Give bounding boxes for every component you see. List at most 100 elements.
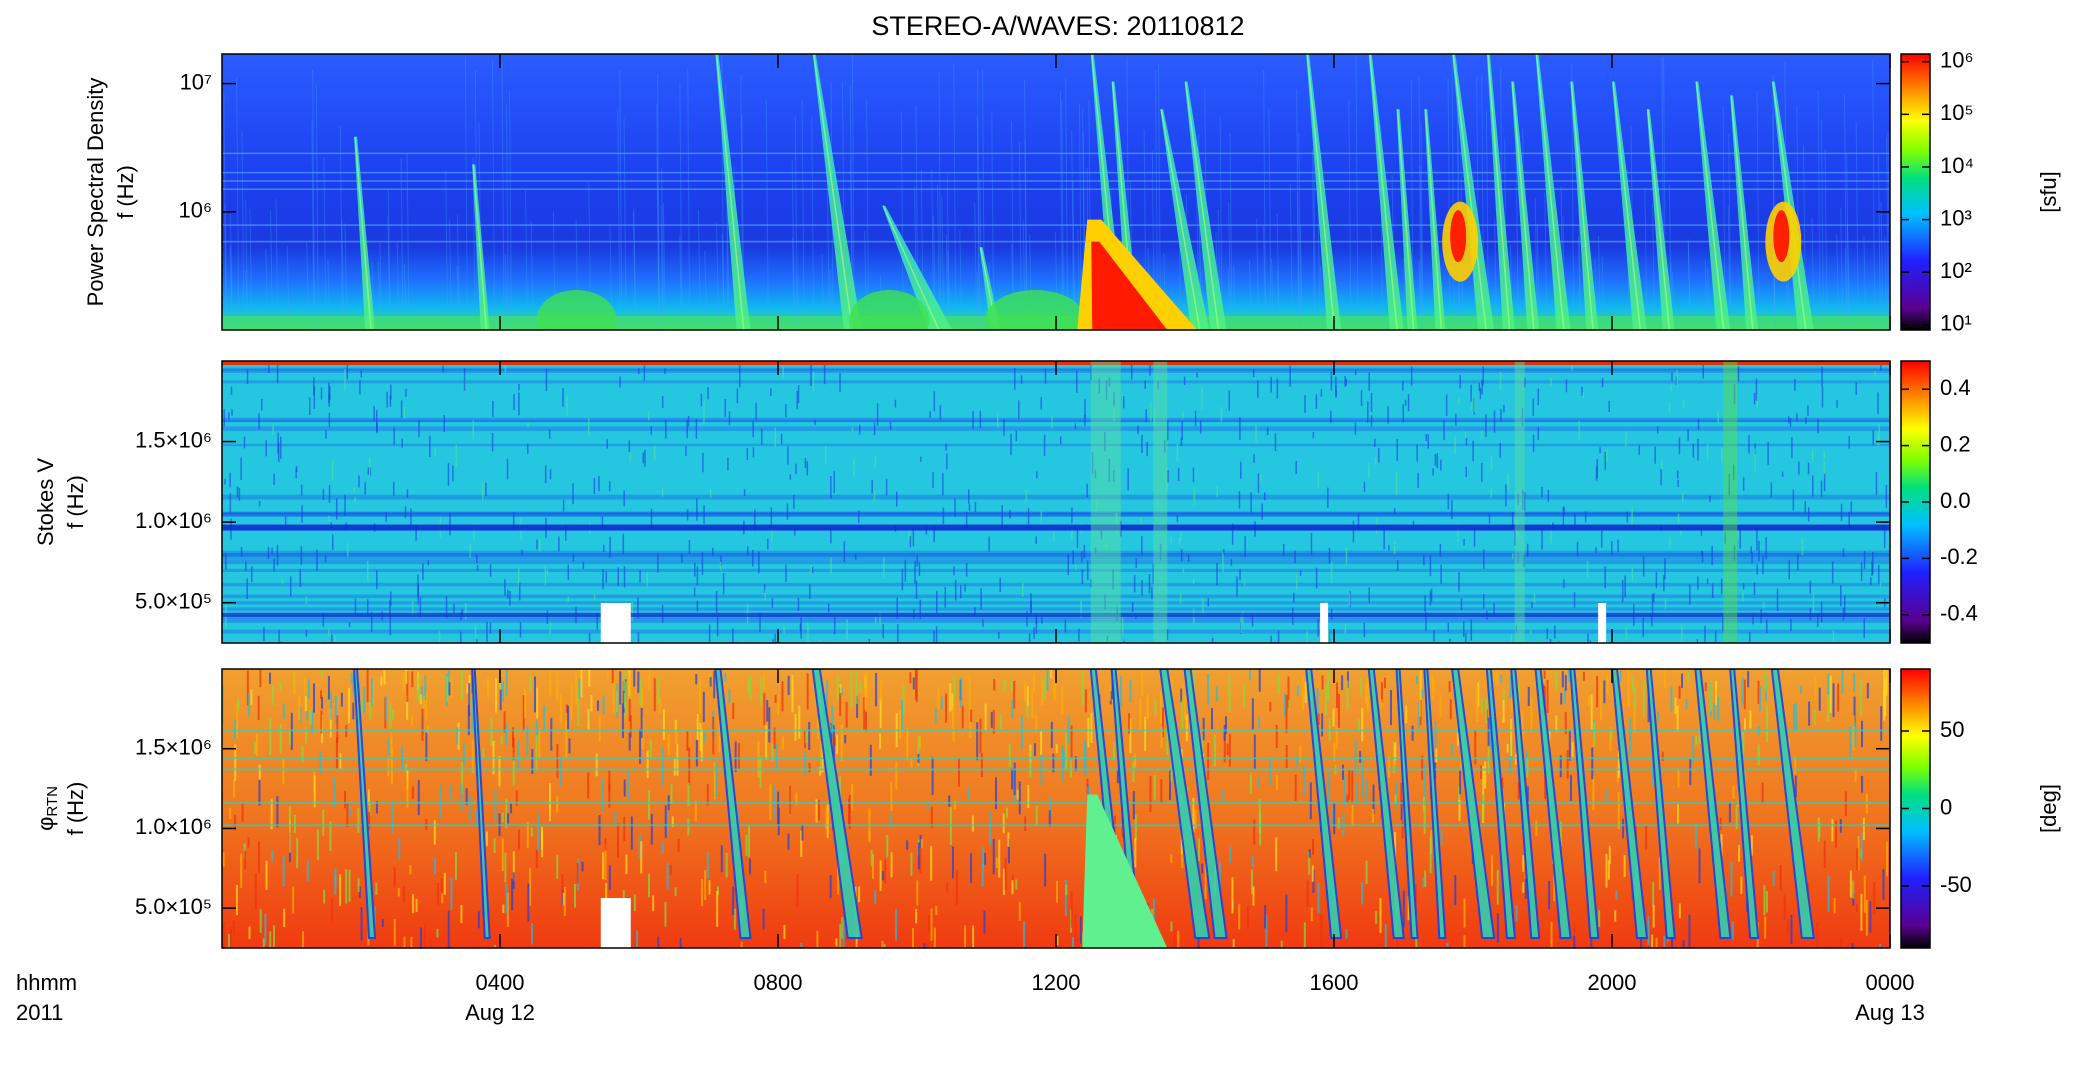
colorbar-tick-label: -0.4 [1940,601,1978,626]
spectrogram-blank [600,898,631,948]
spectrogram-burst [715,54,745,330]
y-axis-title: f (Hz) [63,782,88,836]
spectrogram-blank [600,603,631,643]
spectrogram-blob [536,290,617,330]
spectrogram-blank [1320,603,1329,643]
spectrogram-burst [1612,81,1642,330]
spectrogram-noise [662,203,666,330]
spectrogram-noise [946,175,950,330]
spectrogram-burst [1770,669,1815,939]
spectrogram-noise [249,208,253,330]
spectrogram-noise [315,83,319,330]
spectrogram-noise [1824,149,1828,330]
spectrogram-noise [1263,225,1267,330]
spectrogram-burst [1452,54,1487,330]
spectrogram-band [222,513,1890,517]
spectrogram-burst [1184,81,1220,330]
spectrogram-image [222,361,1890,643]
spectrogram-burst [1610,669,1649,939]
spectrogram-noise [1447,77,1451,330]
spectrogram-noise [1836,234,1840,330]
spectrogram-noise [311,120,315,330]
spectrogram-noise [953,63,957,330]
spectrogram-noise [344,223,348,330]
spectrogram-band [222,618,1890,621]
spectrogram-noise [1059,90,1063,330]
spectrogram-burst [1160,109,1210,330]
spectrogram-noise [387,188,391,330]
colorbar-tick-label: 10¹ [1940,311,1972,336]
spectrogram-noise [1855,121,1859,330]
y-axis-subscript: RTN [44,786,61,817]
spectrogram-noise [1229,133,1233,330]
spectrogram-noise [1276,214,1280,330]
spectrogram-noise [959,229,963,330]
spectrogram-burst [1485,669,1516,939]
spectrogram-band [1153,361,1168,643]
spectrogram-noise [1844,94,1848,330]
spectrogram-noise [1297,192,1301,330]
spectrogram-noise [656,103,660,330]
spectrogram-band [222,555,1890,560]
spectrogram-noise [1536,224,1540,330]
spectrogram-noise [801,100,805,330]
spectrogram-burst [1487,54,1511,330]
spectrogram-hot [1450,210,1467,263]
spectrogram-noise [811,116,815,330]
y-axis-title: Stokes V [33,458,58,546]
spectrogram-burst [1569,669,1600,939]
spectrogram-noise [991,111,995,330]
spectrogram-noise [633,208,637,330]
spectrogram-burst [1510,669,1541,939]
spectrogram-burst [1694,669,1732,939]
colorbar-tick-label: 0 [1940,794,1952,819]
spectrogram-noise [941,196,945,330]
spectrogram-noise [981,69,985,330]
spectrogram-noise [456,215,460,330]
spectrogram-noise [509,91,513,330]
colorbar-tick-label: -0.2 [1940,544,1978,569]
spectrogram-noise [632,212,636,330]
spectrogram-noise [1420,121,1424,330]
spectrogram-noise [1811,217,1815,330]
spectrogram-noise [1263,70,1267,330]
spectrogram-burst [1091,241,1168,330]
spectrogram-band [222,497,1890,500]
spectrogram-noise [1451,59,1455,330]
y-axis-title: φRTN [33,786,61,831]
spectrogram-band [222,553,1890,557]
spectrogram-noise [1355,55,1359,330]
spectrogram-noise [1846,223,1850,330]
spectrogram-noise [1772,74,1776,330]
spectrogram-noise [505,104,509,330]
spectrogram-noise [1544,192,1548,330]
spectrogram-band [222,568,1890,572]
spectrogram-noise [1884,236,1888,330]
spectrogram-noise [1817,89,1821,330]
y-axis-symbol: φ [33,817,58,831]
spectrogram-band [1090,361,1121,643]
spectrogram-noise [765,99,769,330]
spectrogram-noise [1877,154,1881,330]
spectrogram-noise [229,213,233,330]
spectrogram-noise [387,216,391,330]
spectrogram-band [222,607,1890,611]
spectrogram-noise [1840,207,1844,330]
y-axis-title: f (Hz) [113,165,138,219]
spectrogram-noise [1289,183,1293,330]
spectrogram-burst [714,669,752,939]
spectrogram-noise [1298,132,1302,330]
spectrogram-band [222,613,1890,617]
spectrogram-burst [1306,54,1336,330]
spectrogram-noise [1494,219,1498,330]
spectrogram-noise [1863,236,1867,330]
chart-title: STEREO-A/WAVES: 20110812 [871,11,1244,41]
spectrogram-noise [619,69,623,330]
spectrogram-band [222,380,1890,384]
spectrogram-noise [341,219,345,330]
spectrogram-burst [1771,81,1814,330]
spectrogram-burst [1451,669,1496,939]
spectrogram-burst [1612,81,1647,330]
spectrogram-burst [1160,109,1201,330]
